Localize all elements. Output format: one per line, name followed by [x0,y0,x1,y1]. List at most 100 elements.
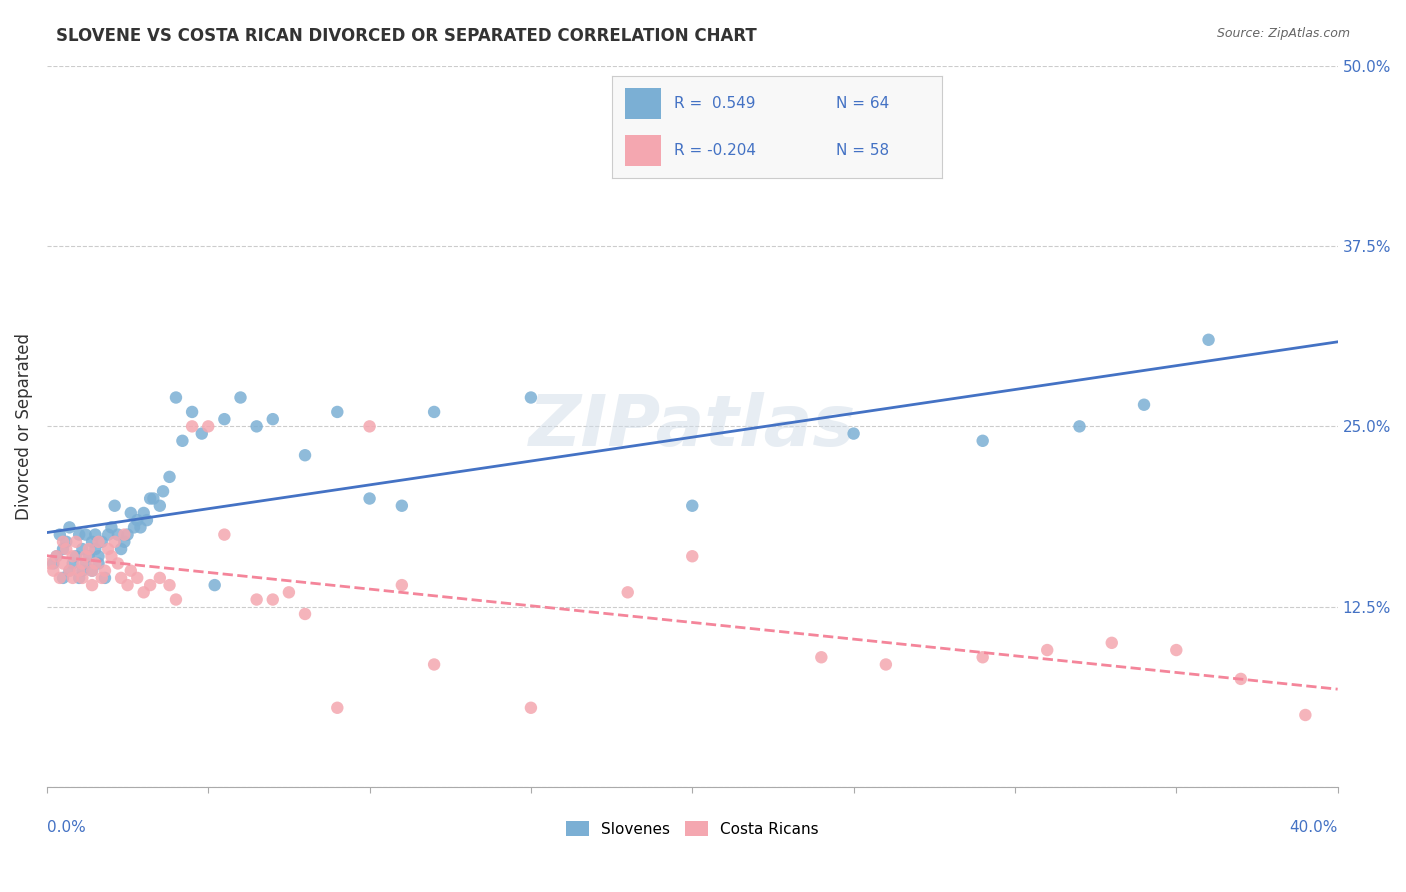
Point [117,578,139,592]
Point [972,434,994,448]
Point [87,557,110,571]
Point [1036,643,1059,657]
Point [391,578,413,592]
Point [45,549,67,564]
Point [1166,643,1188,657]
Point [135,513,157,527]
Point [72,542,94,557]
Point [172,434,194,448]
Text: SLOVENE VS COSTA RICAN DIVORCED OR SEPARATED CORRELATION CHART: SLOVENE VS COSTA RICAN DIVORCED OR SEPAR… [56,27,756,45]
Point [165,592,187,607]
Point [294,607,316,621]
Point [49,571,72,585]
Point [181,405,204,419]
Point [52,534,75,549]
Point [84,527,107,541]
Point [100,549,122,564]
Point [326,700,349,714]
Point [84,557,107,571]
Point [87,534,110,549]
Point [72,571,94,585]
Point [142,491,165,506]
Point [127,571,149,585]
Point [65,549,87,564]
Point [80,578,103,592]
Point [55,534,77,549]
Point [80,534,103,549]
Point [42,564,65,578]
Point [117,527,139,541]
Point [423,405,446,419]
Point [110,571,132,585]
Text: R =  0.549: R = 0.549 [675,96,756,111]
Point [277,585,299,599]
Point [110,542,132,557]
Point [67,527,90,541]
Point [120,506,142,520]
Text: Source: ZipAtlas.com: Source: ZipAtlas.com [1216,27,1350,40]
Point [1101,636,1123,650]
Point [67,564,90,578]
Point [42,557,65,571]
Point [104,534,127,549]
Point [112,534,135,549]
Point [84,542,107,557]
Point [80,564,103,578]
Point [842,426,865,441]
Point [294,448,316,462]
Point [72,557,94,571]
Point [520,391,543,405]
Point [1294,708,1316,723]
Point [246,419,269,434]
Bar [624,88,661,119]
Point [149,499,172,513]
Point [132,506,155,520]
Point [52,557,75,571]
Point [90,571,112,585]
Point [159,578,181,592]
Point [262,412,284,426]
Point [104,499,127,513]
Point [80,564,103,578]
Point [58,520,80,534]
Point [67,571,90,585]
Point [359,419,381,434]
Point [122,520,145,534]
Point [65,534,87,549]
Point [181,419,204,434]
Text: N = 64: N = 64 [837,96,890,111]
Point [139,491,162,506]
Point [58,564,80,578]
Point [810,650,832,665]
Point [214,412,236,426]
Point [62,557,84,571]
Point [107,557,129,571]
Point [120,564,142,578]
Point [75,527,97,541]
Point [75,557,97,571]
Point [94,571,117,585]
Point [87,549,110,564]
Point [214,527,236,541]
Y-axis label: Divorced or Separated: Divorced or Separated [15,333,32,520]
Point [62,571,84,585]
Point [423,657,446,672]
Point [72,564,94,578]
Text: ZIPatlas: ZIPatlas [529,392,856,461]
Point [152,484,174,499]
Point [1133,398,1156,412]
Point [39,557,62,571]
Point [94,564,117,578]
Point [246,592,269,607]
Point [77,542,100,557]
Point [55,542,77,557]
Point [107,527,129,541]
Text: N = 58: N = 58 [837,144,890,158]
Point [45,549,67,564]
Point [77,549,100,564]
Point [875,657,897,672]
Point [97,527,120,541]
Point [149,571,172,585]
Point [204,578,226,592]
Text: 0.0%: 0.0% [46,820,86,835]
